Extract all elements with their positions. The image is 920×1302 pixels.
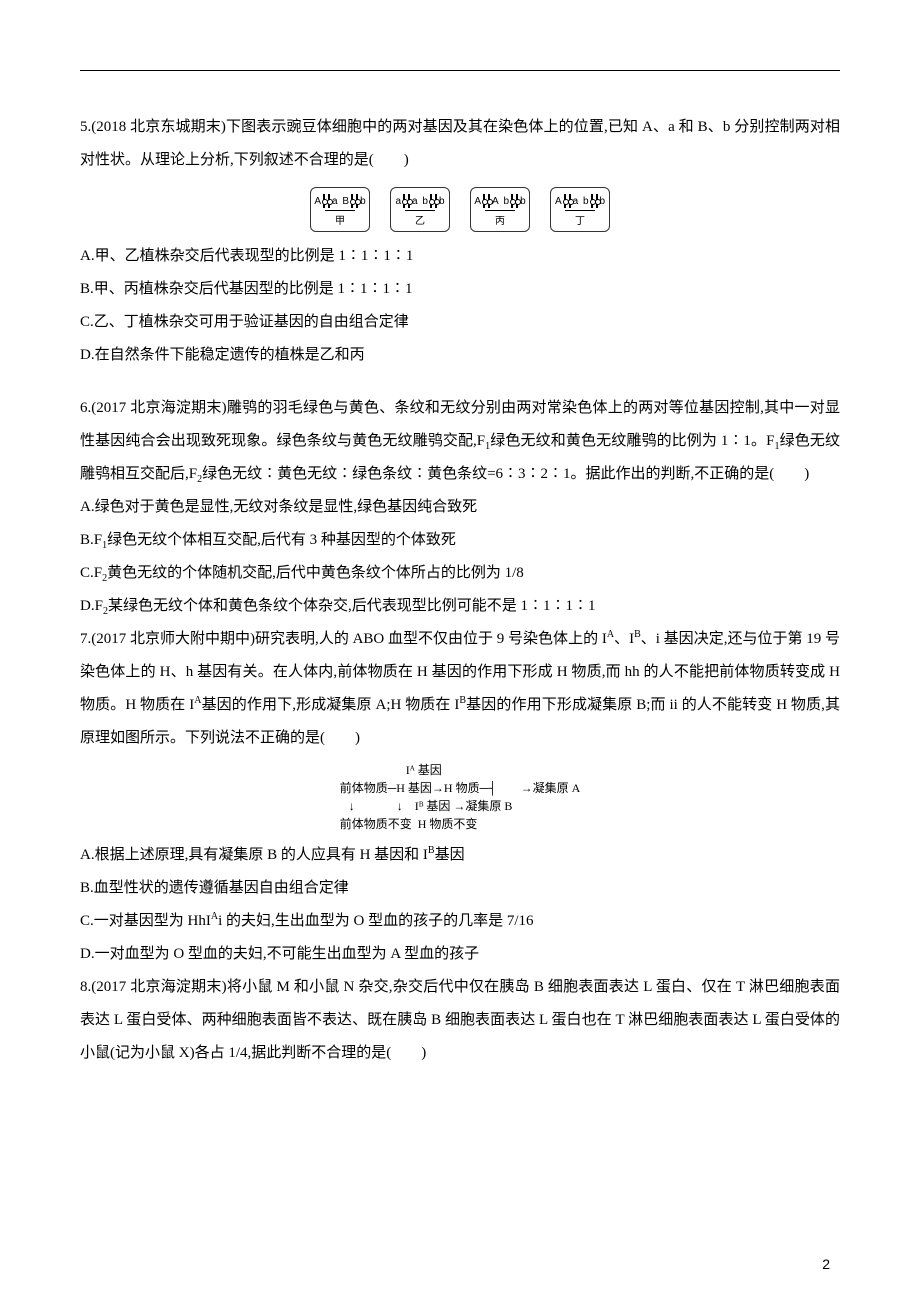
- q5-box-ding: Aa bb 丁: [550, 187, 610, 232]
- q5-opt-a: A.甲、乙植株杂交后代表现型的比例是 1∶1∶1∶1: [80, 240, 840, 273]
- q7-options: A.根据上述原理,具有凝集原 B 的人应具有 H 基因和 IB基因 B.血型性状…: [80, 839, 840, 971]
- q7-diagram: Iᴬ 基因 前体物质─H 基因→H 物质─┤ →凝集原 A ↓ ↓ Iᴮ 基因 …: [80, 761, 840, 833]
- q5-opt-d: D.在自然条件下能稳定遗传的植株是乙和丙: [80, 339, 840, 372]
- q5-box-bing: AA bb 丙: [470, 187, 530, 232]
- q6-opt-d: D.F2某绿色无纹个体和黄色条纹个体杂交,后代表现型比例可能不是 1∶1∶1∶1: [80, 590, 840, 623]
- allele: B: [342, 196, 349, 207]
- q7-diagram-text: Iᴬ 基因 前体物质─H 基因→H 物质─┤ →凝集原 A ↓ ↓ Iᴮ 基因 …: [340, 761, 581, 833]
- allele: b: [583, 196, 589, 207]
- q8-stem: 8.(2017 北京海淀期末)将小鼠 M 和小鼠 N 杂交,杂交后代中仅在胰岛 …: [80, 971, 840, 1070]
- q6-opt-a: A.绿色对于黄色是显性,无纹对条纹是显性,绿色基因纯合致死: [80, 491, 840, 524]
- q5-box-jia: Aa Bb 甲: [310, 187, 370, 232]
- page-number: 2: [822, 1256, 830, 1272]
- box-label: 丁: [565, 210, 595, 227]
- allele: A: [555, 196, 562, 207]
- box-label: 丙: [485, 210, 515, 227]
- allele: a: [395, 196, 401, 207]
- q5-diagram: Aa Bb 甲 aa bb 乙 AA bb 丙 Aa bb 丁: [80, 187, 840, 232]
- q5-opt-b: B.甲、丙植株杂交后代基因型的比例是 1∶1∶1∶1: [80, 273, 840, 306]
- q6-options: A.绿色对于黄色是显性,无纹对条纹是显性,绿色基因纯合致死 B.F1绿色无纹个体…: [80, 491, 840, 623]
- allele: b: [504, 196, 510, 207]
- q7-opt-d: D.一对血型为 O 型血的夫妇,不可能生出血型为 A 型血的孩子: [80, 938, 840, 971]
- q7-opt-a: A.根据上述原理,具有凝集原 B 的人应具有 H 基因和 IB基因: [80, 839, 840, 872]
- allele: b: [422, 196, 428, 207]
- allele: A: [314, 196, 321, 207]
- allele: A: [474, 196, 481, 207]
- q7-stem: 7.(2017 北京师大附中期中)研究表明,人的 ABO 血型不仅由位于 9 号…: [80, 623, 840, 755]
- box-label: 甲: [325, 210, 355, 227]
- q5-stem: 5.(2018 北京东城期末)下图表示豌豆体细胞中的两对基因及其在染色体上的位置…: [80, 111, 840, 177]
- q5-box-yi: aa bb 乙: [390, 187, 450, 232]
- allele: A: [492, 196, 499, 207]
- page-divider: [80, 70, 840, 71]
- q7-opt-c: C.一对基因型为 HhIAi 的夫妇,生出血型为 O 型血的孩子的几率是 7/1…: [80, 905, 840, 938]
- q5-options: A.甲、乙植株杂交后代表现型的比例是 1∶1∶1∶1 B.甲、丙植株杂交后代基因…: [80, 240, 840, 372]
- box-label: 乙: [405, 210, 435, 227]
- q6-opt-c: C.F2黄色无纹的个体随机交配,后代中黄色条纹个体所占的比例为 1/8: [80, 557, 840, 590]
- q6-stem: 6.(2017 北京海淀期末)雕鸮的羽毛绿色与黄色、条纹和无纹分别由两对常染色体…: [80, 392, 840, 491]
- q7-opt-b: B.血型性状的遗传遵循基因自由组合定律: [80, 872, 840, 905]
- q5-opt-c: C.乙、丁植株杂交可用于验证基因的自由组合定律: [80, 306, 840, 339]
- q6-opt-b: B.F1绿色无纹个体相互交配,后代有 3 种基因型的个体致死: [80, 524, 840, 557]
